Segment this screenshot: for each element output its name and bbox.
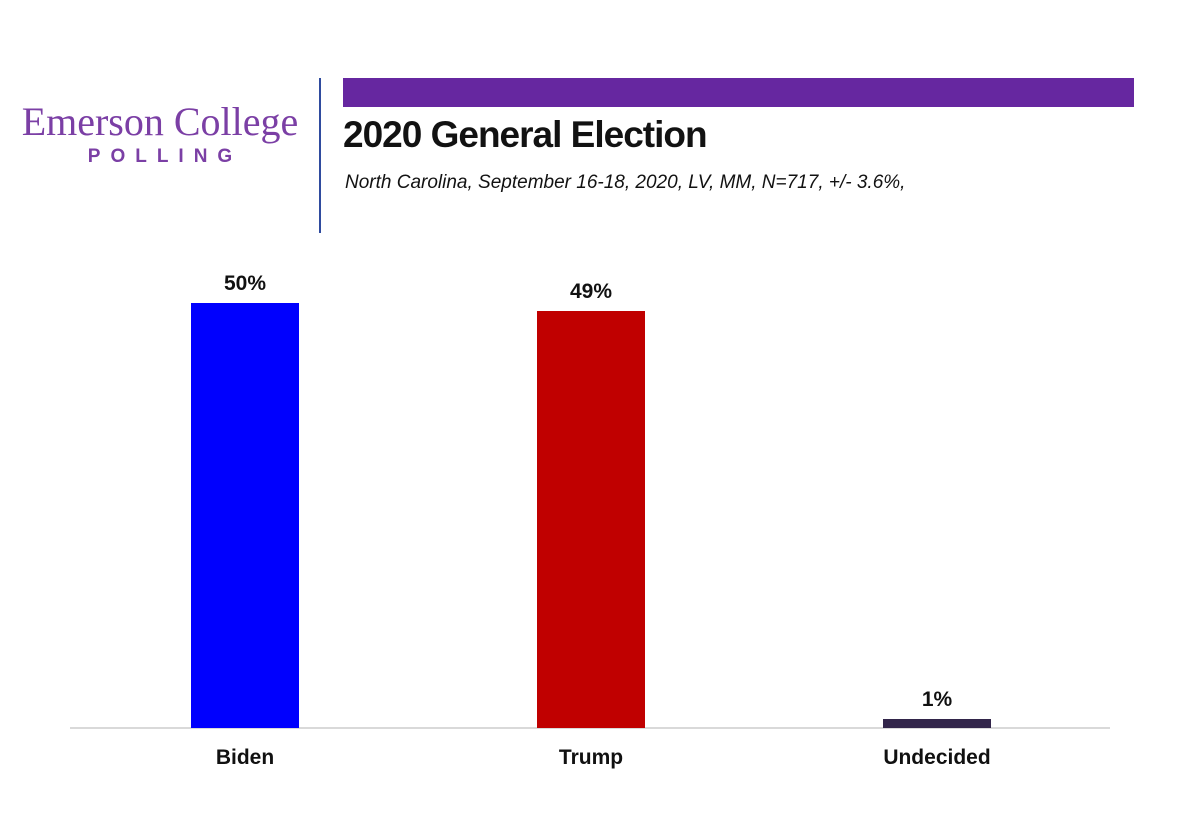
category-label-biden: Biden bbox=[215, 746, 275, 769]
x-axis-baseline bbox=[70, 727, 1110, 729]
chart-title: 2020 General Election bbox=[343, 114, 708, 155]
bar-group-trump: 49% bbox=[537, 280, 645, 728]
bar-undecided bbox=[883, 719, 991, 728]
logo-name-text: Emerson College bbox=[21, 99, 299, 144]
header-accent-bar bbox=[343, 78, 1134, 107]
bar-group-undecided: 1% bbox=[883, 688, 991, 728]
bar-group-biden: 50% bbox=[191, 272, 299, 728]
logo-polling-text: POLLING bbox=[87, 146, 243, 167]
category-label-trump: Trump bbox=[558, 746, 624, 769]
category-label-undecided: Undecided bbox=[883, 746, 991, 769]
chart-subtitle: North Carolina, September 16-18, 2020, L… bbox=[345, 172, 906, 193]
bar-value-label-undecided: 1% bbox=[921, 687, 953, 711]
bar-biden bbox=[191, 303, 299, 728]
bar-value-label-biden: 50% bbox=[223, 271, 267, 295]
vertical-divider bbox=[319, 78, 321, 233]
bar-chart-plot-area: 50% 49% 1% bbox=[191, 0, 991, 831]
bar-trump bbox=[537, 311, 645, 728]
bar-value-label-trump: 49% bbox=[569, 279, 613, 303]
emerson-college-logo: Emerson College POLLING bbox=[0, 102, 320, 168]
